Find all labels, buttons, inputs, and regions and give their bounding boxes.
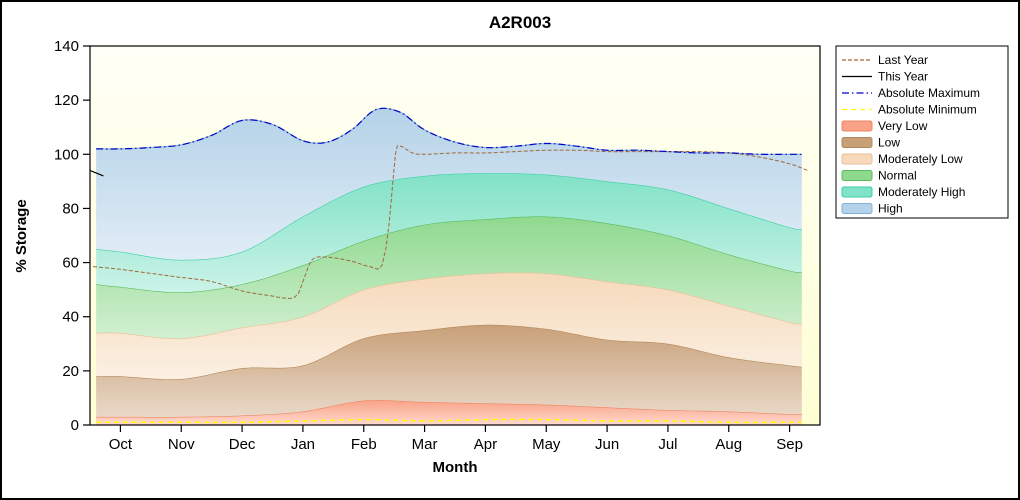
legend-item-moderately-low: Moderately Low: [841, 152, 963, 166]
band-high: [96, 108, 802, 260]
x-tick-label: May: [532, 436, 561, 453]
legend-label: Absolute Minimum: [878, 103, 977, 117]
x-tick-label: Feb: [351, 436, 377, 453]
x-tick-label: Apr: [474, 436, 497, 453]
chart-title: A2R003: [489, 13, 551, 32]
legend-item-moderately-high: Moderately High: [841, 185, 965, 199]
legend-label: Absolute Maximum: [878, 86, 980, 100]
line-absolute-maximum: [96, 107, 802, 155]
legend-band-swatch: [841, 203, 873, 214]
y-tick-label: 60: [62, 255, 79, 272]
line-last-year: [92, 145, 808, 299]
x-tick-label: Mar: [412, 436, 438, 453]
band-moderately-low: [96, 272, 802, 380]
legend-band-swatch: [841, 120, 873, 132]
x-tick-label: Dec: [229, 436, 256, 453]
line-this-year: [90, 169, 104, 177]
legend-item-low: Low: [841, 136, 900, 150]
y-tick-label: 20: [62, 363, 79, 380]
legend-item-absolute-minimum: Absolute Minimum: [842, 103, 977, 117]
band-moderately-high: [96, 173, 802, 293]
y-tick-label: 0: [71, 417, 79, 434]
legend-band-swatch: [841, 153, 873, 165]
x-tick-label: Nov: [168, 436, 195, 453]
band-low: [96, 324, 802, 417]
y-tick-label: 80: [62, 200, 79, 217]
legend-label: Low: [878, 136, 900, 150]
x-tick-label: Jul: [658, 436, 677, 453]
x-tick-label: Aug: [715, 436, 742, 453]
y-axis-label: % Storage: [13, 199, 30, 272]
plot-frame: [89, 45, 821, 426]
x-axis-label: Month: [433, 459, 478, 476]
legend-label: Normal: [878, 169, 917, 183]
y-tick-label: 140: [54, 38, 79, 55]
legend-label: Very Low: [878, 119, 928, 133]
legend-label: Moderately High: [878, 185, 965, 199]
x-tick-label: Jan: [291, 436, 315, 453]
y-tick-label: 40: [62, 309, 79, 326]
legend-label: Moderately Low: [878, 152, 963, 166]
legend-item-high: High: [841, 202, 903, 216]
legend-band-swatch: [841, 137, 873, 148]
y-tick-label: 100: [54, 146, 79, 163]
legend-item-last-year: Last Year: [842, 53, 928, 67]
band-very-low: [96, 400, 802, 425]
legend-item-absolute-maximum: Absolute Maximum: [842, 86, 980, 100]
line-absolute-minimum: [96, 418, 802, 424]
x-tick-label: Oct: [109, 436, 133, 453]
legend-label: High: [878, 202, 903, 216]
x-tick-label: Sep: [776, 436, 803, 453]
legend-band-swatch: [841, 170, 873, 181]
legend-item-normal: Normal: [841, 169, 917, 183]
band-normal: [96, 216, 802, 339]
y-tick-label: 120: [54, 92, 79, 109]
legend-item-this-year: This Year: [842, 70, 928, 84]
legend-label: Last Year: [878, 53, 928, 67]
legend-item-very-low: Very Low: [841, 119, 928, 133]
legend-label: This Year: [878, 70, 928, 84]
x-tick-label: Jun: [595, 436, 619, 453]
legend-band-swatch: [841, 186, 873, 198]
